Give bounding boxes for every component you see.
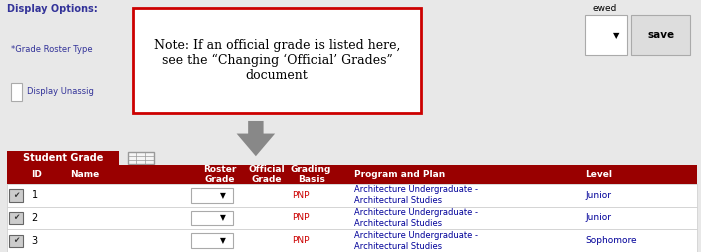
FancyBboxPatch shape: [7, 184, 697, 207]
Text: Student Grade: Student Grade: [23, 153, 103, 163]
Text: ✔: ✔: [13, 236, 20, 245]
Text: Architecture Undergraduate -
Architectural Studies: Architecture Undergraduate - Architectur…: [354, 231, 478, 251]
FancyBboxPatch shape: [7, 207, 697, 229]
Text: Official
Grade: Official Grade: [249, 165, 285, 184]
Text: Sophomore: Sophomore: [585, 236, 637, 245]
Text: ✔: ✔: [13, 191, 20, 200]
Text: 2: 2: [32, 213, 38, 223]
Text: Junior: Junior: [585, 191, 611, 200]
Text: Junior: Junior: [585, 213, 611, 223]
Text: 3: 3: [32, 236, 38, 246]
Text: ▼: ▼: [220, 236, 226, 245]
Text: Program and Plan: Program and Plan: [354, 170, 445, 179]
Text: Level: Level: [585, 170, 613, 179]
FancyBboxPatch shape: [9, 189, 23, 202]
Text: Display Options:: Display Options:: [7, 4, 97, 14]
Text: ▼: ▼: [220, 191, 226, 200]
Text: Architecture Undergraduate -
Architectural Studies: Architecture Undergraduate - Architectur…: [354, 185, 478, 205]
FancyBboxPatch shape: [9, 212, 23, 224]
Text: *Grade Roster Type: *Grade Roster Type: [11, 45, 92, 54]
Text: Grading
Basis: Grading Basis: [291, 165, 332, 184]
Text: ID: ID: [32, 170, 43, 179]
Text: ▼: ▼: [613, 31, 620, 40]
FancyBboxPatch shape: [133, 8, 421, 113]
Text: Architecture Undergraduate -
Architectural Studies: Architecture Undergraduate - Architectur…: [354, 208, 478, 228]
FancyBboxPatch shape: [7, 165, 697, 184]
Text: PNP: PNP: [292, 236, 310, 245]
FancyBboxPatch shape: [191, 233, 233, 248]
FancyBboxPatch shape: [7, 229, 697, 252]
Text: save: save: [647, 30, 674, 40]
FancyBboxPatch shape: [191, 188, 233, 203]
Text: PNP: PNP: [292, 213, 310, 223]
FancyBboxPatch shape: [191, 211, 233, 225]
FancyBboxPatch shape: [11, 83, 22, 101]
Text: Display Unassig: Display Unassig: [27, 87, 93, 97]
Text: ewed: ewed: [592, 4, 617, 13]
FancyBboxPatch shape: [128, 152, 154, 164]
FancyBboxPatch shape: [631, 15, 690, 55]
FancyBboxPatch shape: [7, 151, 119, 165]
FancyBboxPatch shape: [9, 235, 23, 247]
Text: PNP: PNP: [292, 191, 310, 200]
FancyBboxPatch shape: [585, 15, 627, 55]
Text: ▼: ▼: [220, 213, 226, 223]
Text: Note: If an official grade is listed here,
see the “Changing ‘Official’ Grades”
: Note: If an official grade is listed her…: [154, 39, 400, 82]
Text: Roster
Grade: Roster Grade: [203, 165, 237, 184]
Text: Name: Name: [70, 170, 100, 179]
Polygon shape: [236, 121, 275, 156]
Text: ✔: ✔: [13, 213, 20, 223]
Text: 1: 1: [32, 190, 38, 200]
